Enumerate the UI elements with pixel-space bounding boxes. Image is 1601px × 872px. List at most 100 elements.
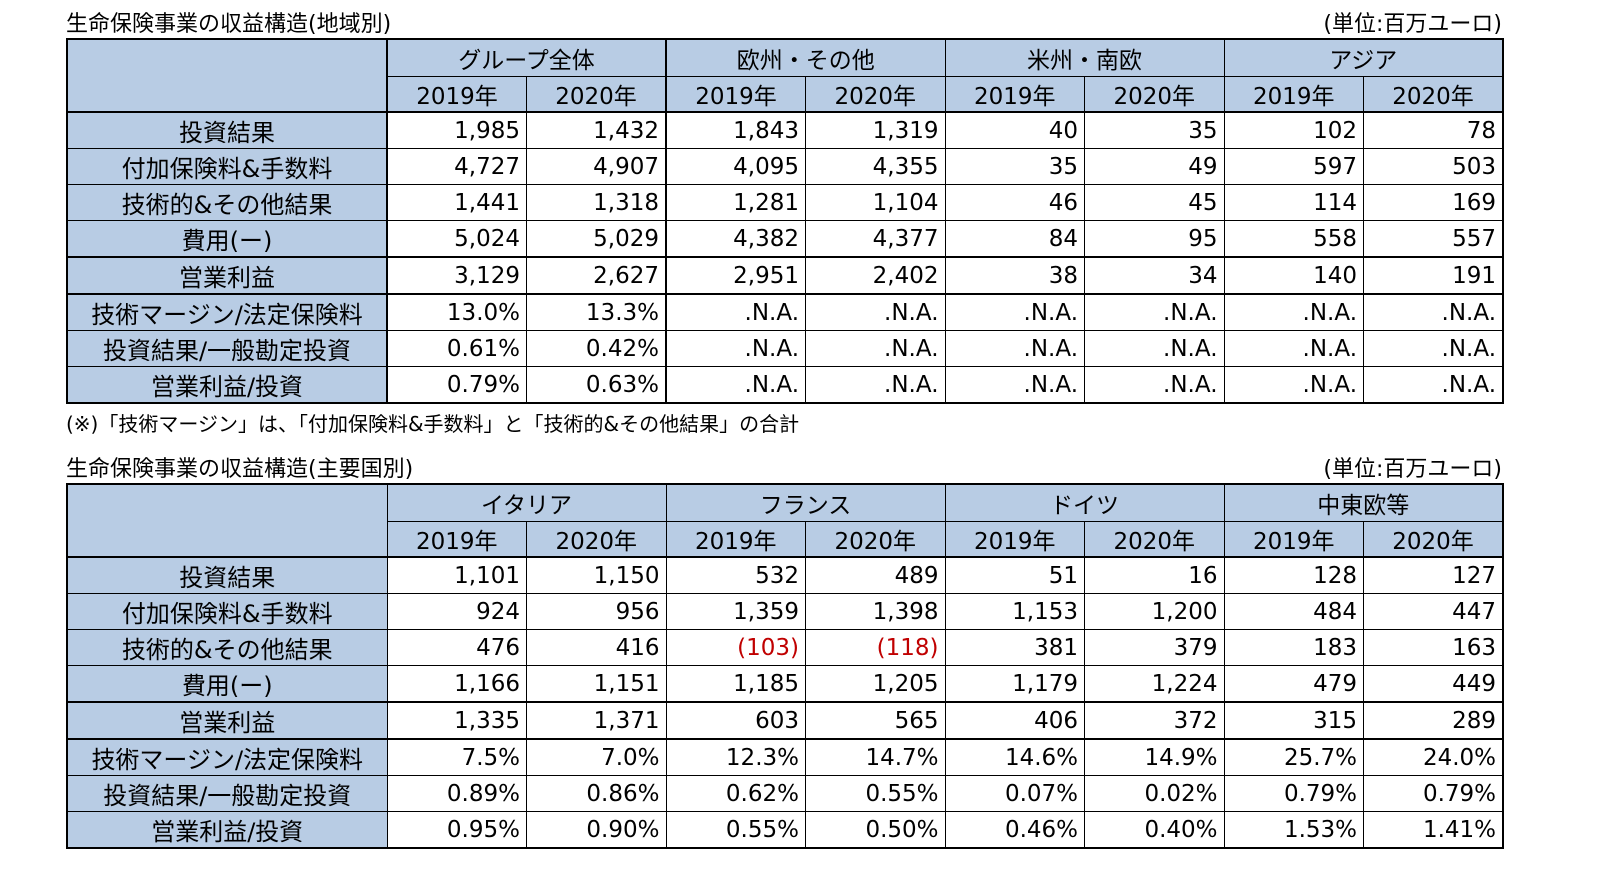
value-cell: .N.A. [665, 293, 806, 331]
value-cell: 95 [1084, 220, 1225, 258]
row-label: 付加保険料&手数料 [66, 148, 388, 185]
value-cell: 5,029 [526, 220, 667, 258]
value-cell: 45 [1084, 184, 1225, 221]
table-row: 営業利益 1,335 1,371 603 565 406 372 315 289 [66, 701, 1504, 740]
group-header: イタリア [386, 483, 667, 522]
table-row: 営業利益 3,129 2,627 2,951 2,402 38 34 140 191 [66, 256, 1504, 295]
value-cell: 4,382 [665, 220, 806, 258]
value-cell: 7.5% [386, 738, 527, 776]
region-profit-table: グループ全体 欧州・その他 米州・南欧 アジア 2019年 2020年 2019年 2… [66, 38, 1504, 404]
value-cell: 1,432 [526, 111, 667, 149]
row-label: 営業利益 [66, 701, 388, 740]
value-cell: .N.A. [1223, 366, 1364, 404]
value-cell: 34 [1084, 256, 1225, 295]
year-header: 2019年 [665, 76, 806, 113]
row-label: 営業利益/投資 [66, 811, 388, 849]
value-cell: 2,402 [805, 256, 946, 295]
year-header: 2019年 [386, 521, 527, 558]
unit-label: (単位:百万ユーロ) [1323, 457, 1502, 482]
value-cell: 14.6% [944, 738, 1086, 776]
row-label: 費用(ー) [66, 220, 388, 258]
value-cell: 1.41% [1363, 811, 1504, 849]
row-label: 技術的&その他結果 [66, 184, 388, 221]
year-header: 2020年 [1363, 76, 1504, 113]
value-cell: 12.3% [665, 738, 806, 776]
value-cell: .N.A. [665, 330, 806, 367]
table-row: 技術マージン/法定保険料 13.0% 13.3% .N.A. .N.A. .N.A. .N.… [66, 293, 1504, 331]
value-cell: 40 [944, 111, 1085, 149]
value-cell: 7.0% [526, 738, 667, 776]
table-caption: 生命保険事業の収益構造(地域別) [66, 12, 392, 37]
value-cell: 0.63% [526, 366, 667, 404]
country-table-section: 生命保険事業の収益構造(主要国別) (単位:百万ユーロ) イタリア フランス ド… [66, 455, 1505, 849]
table-row: 投資結果/一般勘定投資 0.89% 0.86% 0.62% 0.55% 0.07% 0.02… [66, 775, 1504, 812]
value-cell: 35 [944, 148, 1085, 185]
value-cell: 5,024 [386, 220, 527, 258]
value-cell: 102 [1223, 111, 1364, 149]
year-header: 2019年 [1223, 521, 1365, 558]
country-profit-table: イタリア フランス ドイツ 中東欧等 2019年 2020年 2019年 2020年 2… [66, 483, 1505, 849]
table-row: 投資結果 1,985 1,432 1,843 1,319 40 35 102 78 [66, 111, 1504, 149]
year-header: 2019年 [1223, 76, 1364, 113]
value-cell: 1,281 [665, 184, 806, 221]
value-cell: .N.A. [805, 366, 946, 404]
table-row: 営業利益/投資 0.95% 0.90% 0.55% 0.50% 0.46% 0.40% 1.5… [66, 811, 1504, 849]
value-cell: 503 [1363, 148, 1504, 185]
year-header: 2019年 [665, 521, 806, 558]
year-header: 2020年 [526, 521, 667, 558]
value-cell: 0.50% [805, 811, 946, 849]
value-cell: 447 [1363, 593, 1504, 630]
year-header: 2019年 [944, 521, 1086, 558]
value-cell: 163 [1363, 629, 1504, 666]
value-cell: 1,359 [665, 593, 806, 630]
value-cell: 1,319 [805, 111, 946, 149]
year-header: 2020年 [805, 76, 946, 113]
table-row: 付加保険料&手数料 924 956 1,359 1,398 1,153 1,200 484 44… [66, 593, 1504, 630]
value-cell: 13.0% [386, 293, 527, 331]
value-cell: 597 [1223, 148, 1364, 185]
value-cell: 183 [1223, 629, 1365, 666]
value-cell: 1,153 [944, 593, 1086, 630]
row-label: 投資結果 [66, 556, 388, 594]
table-row: 技術マージン/法定保険料 7.5% 7.0% 12.3% 14.7% 14.6% 14.9%… [66, 738, 1504, 776]
row-label: 営業利益 [66, 256, 388, 295]
table-row: 営業利益/投資 0.79% 0.63% .N.A. .N.A. .N.A. .N.A. .N.… [66, 366, 1504, 404]
value-cell: 46 [944, 184, 1085, 221]
group-header: ドイツ [944, 483, 1225, 522]
row-label: 技術的&その他結果 [66, 629, 388, 666]
corner-cell [66, 483, 388, 558]
value-cell: 0.07% [944, 775, 1086, 812]
value-cell: 1,150 [526, 556, 667, 594]
value-cell: 25.7% [1223, 738, 1365, 776]
value-cell: 24.0% [1363, 738, 1504, 776]
value-cell: 0.79% [386, 366, 527, 404]
value-cell: 603 [665, 701, 806, 740]
value-cell: 489 [805, 556, 946, 594]
table-row: 投資結果/一般勘定投資 0.61% 0.42% .N.A. .N.A. .N.A. .N.A… [66, 330, 1504, 367]
value-cell: 0.61% [386, 330, 527, 367]
value-cell: 0.55% [805, 775, 946, 812]
value-cell: 128 [1223, 556, 1365, 594]
value-cell: 0.02% [1084, 775, 1225, 812]
footnote: (※)「技術マージン」は、「付加保険料&手数料」と「技術的&その他結果」の合計 [66, 412, 800, 436]
value-cell: .N.A. [1363, 366, 1504, 404]
group-header: 米州・南欧 [944, 38, 1225, 77]
group-header: グループ全体 [386, 38, 667, 77]
value-cell: 315 [1223, 701, 1365, 740]
value-cell: 1,166 [386, 665, 527, 703]
table-caption: 生命保険事業の収益構造(主要国別) [66, 457, 414, 482]
value-cell: 1,843 [665, 111, 806, 149]
value-cell: 1,335 [386, 701, 527, 740]
table-row: 付加保険料&手数料 4,727 4,907 4,095 4,355 35 49 597 503 [66, 148, 1504, 185]
value-cell: (118) [805, 629, 946, 666]
value-cell: .N.A. [1363, 293, 1504, 331]
value-cell: 1,398 [805, 593, 946, 630]
value-cell: .N.A. [1084, 366, 1225, 404]
value-cell: 14.9% [1084, 738, 1225, 776]
value-cell: 0.40% [1084, 811, 1225, 849]
caption-row: 生命保険事業の収益構造(地域別) (単位:百万ユーロ) [66, 10, 1502, 38]
value-cell: 1,441 [386, 184, 527, 221]
value-cell: 1,101 [386, 556, 527, 594]
row-label: 費用(ー) [66, 665, 388, 703]
value-cell: 379 [1084, 629, 1225, 666]
